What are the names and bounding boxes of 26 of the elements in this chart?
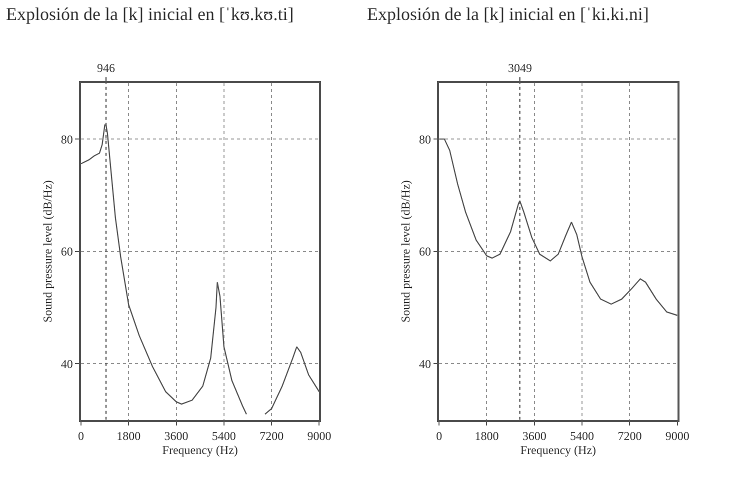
x-tick-label: 7200: [260, 428, 284, 443]
chart-title: Explosión de la [k] inicial en [ˈki.ki.ni]: [367, 4, 649, 24]
x-axis-title: Frequency (Hz): [520, 442, 596, 457]
x-tick-label: 9000: [307, 428, 332, 443]
x-tick-label: 7200: [618, 428, 642, 443]
y-tick-label: 80: [418, 132, 431, 146]
y-axis-title: Sound pressure level (dB/Hz): [40, 180, 55, 323]
x-tick-label: 5400: [212, 428, 236, 443]
x-tick-label: 3600: [164, 428, 188, 443]
y-tick-label: 60: [60, 244, 73, 259]
y-tick-label: 40: [418, 356, 431, 371]
x-tick-label: 5400: [570, 428, 594, 443]
ref-line-label: 3049: [508, 61, 532, 75]
y-axis-title: Sound pressure level (dB/Hz): [398, 180, 413, 323]
x-tick-label: 0: [78, 428, 84, 443]
y-tick-label: 60: [418, 244, 431, 259]
x-axis-title: Frequency (Hz): [162, 442, 238, 457]
y-tick-label: 40: [60, 356, 73, 371]
x-tick-label: 9000: [665, 428, 690, 443]
x-tick-label: 0: [436, 428, 442, 443]
ref-line-label: 946: [97, 61, 115, 75]
x-tick-label: 1800: [116, 428, 141, 443]
chart-title: Explosión de la [k] inicial en [ˈkʊ.kʊ.ti]: [6, 4, 294, 24]
x-tick-label: 1800: [474, 428, 499, 443]
y-tick-label: 80: [60, 132, 73, 146]
x-tick-label: 3600: [522, 428, 546, 443]
